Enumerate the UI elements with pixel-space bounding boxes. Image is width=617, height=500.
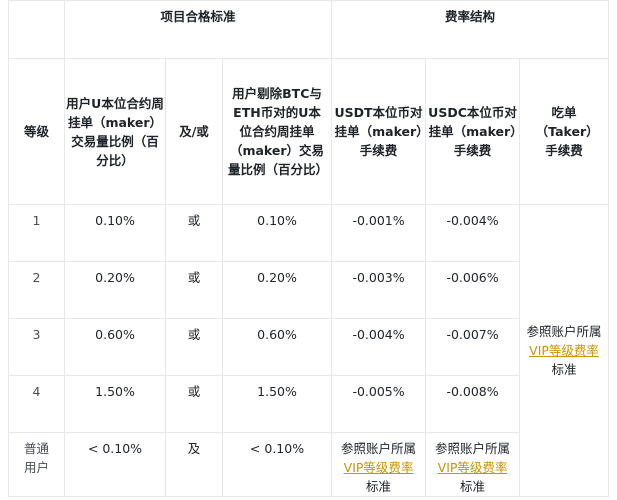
ref-suffix: 标准: [460, 479, 486, 494]
taker-ref-text: 参照账户所属 VIP等级费率标准: [525, 322, 603, 379]
header-usdt-maker: USDT本位币对挂单（maker）手续费: [331, 58, 427, 205]
level-cell: 2: [8, 261, 65, 319]
and-or-cell: 或: [165, 261, 223, 319]
table-row: 2 0.20% 或 0.20% -0.003% -0.006%: [8, 261, 609, 319]
header-level: 等级: [8, 58, 65, 205]
header-taker: 吃单（Taker）手续费: [519, 58, 610, 205]
level-regular-text: 普通用户: [23, 441, 49, 475]
table-row: 普通用户 < 0.10% 及 < 0.10% 参照账户所属VIP等级费率标准 参…: [8, 432, 609, 497]
header-usdc-text: USDC本位币对挂单（maker）手续费: [428, 105, 517, 158]
header-usdc-maker: USDC本位币对挂单（maker）手续费: [425, 58, 521, 205]
usdt-fee-cell: 参照账户所属 VIP等级费率标准: [331, 432, 427, 497]
u-ratio-ex-cell: 0.10%: [221, 204, 333, 262]
usdc-fee-cell: -0.008%: [425, 375, 521, 433]
ref-prefix: 参照账户所属: [341, 441, 417, 456]
header-u-ratio-text: 用户U本位合约周挂单（maker）交易量比例（百分比）: [66, 95, 164, 168]
usdc-fee-cell: -0.006%: [425, 261, 521, 319]
usdc-ref-text: 参照账户所属 VIP等级费率标准: [434, 439, 512, 496]
header-usdt-text: USDT本位币对挂单（maker）手续费: [334, 105, 423, 158]
header-u-ratio-ex-text: 用户剔除BTC与ETH币对的U本位合约周挂单（maker）交易量比例（百分比）: [228, 86, 329, 177]
u-ratio-cell: 0.60%: [64, 318, 166, 376]
usdt-fee-cell: -0.004%: [331, 318, 427, 376]
level-cell: 3: [8, 318, 65, 376]
u-ratio-cell: 0.10%: [64, 204, 166, 262]
u-ratio-cell: 0.20%: [64, 261, 166, 319]
level-cell: 普通用户: [8, 432, 65, 497]
ref-suffix: 标准: [551, 362, 577, 377]
table-row: 1 0.10% 或 0.10% -0.001% -0.004% 参照账户所属 VI…: [8, 204, 610, 497]
and-or-cell: 或: [165, 318, 223, 376]
group-header-fee-structure: 费率结构: [331, 0, 610, 59]
ref-prefix: 参照账户所属: [435, 441, 511, 456]
corner-cell: [8, 0, 65, 59]
usdt-fee-cell: -0.001%: [331, 204, 427, 262]
level-cell: 4: [8, 375, 65, 433]
ref-suffix: 标准: [366, 479, 392, 494]
table-row: 3 0.60% 或 0.60% -0.004% -0.007%: [8, 318, 609, 376]
ref-prefix: 参照账户所属: [526, 324, 602, 339]
u-ratio-ex-cell: 0.60%: [221, 318, 333, 376]
u-ratio-cell: < 0.10%: [64, 432, 166, 497]
taker-fee-cell: 参照账户所属 VIP等级费率标准: [519, 204, 610, 497]
usdc-fee-cell: 参照账户所属 VIP等级费率标准: [425, 432, 521, 497]
u-ratio-ex-cell: < 0.10%: [221, 432, 333, 497]
u-ratio-ex-cell: 0.20%: [221, 261, 333, 319]
header-taker-text: 吃单（Taker）手续费: [535, 105, 593, 158]
vip-fee-link[interactable]: VIP等级费率: [529, 343, 599, 358]
level-cell: 1: [8, 204, 65, 262]
header-and-or: 及/或: [165, 58, 223, 205]
column-header-row: 等级 用户U本位合约周挂单（maker）交易量比例（百分比） 及/或 用户剔除B…: [8, 58, 610, 205]
u-ratio-ex-cell: 1.50%: [221, 375, 333, 433]
usdt-fee-cell: -0.005%: [331, 375, 427, 433]
fee-table: 项目合格标准 费率结构 等级 用户U本位合约周挂单（maker）交易量比例（百分…: [8, 0, 610, 497]
and-or-cell: 或: [165, 375, 223, 433]
header-u-ratio: 用户U本位合约周挂单（maker）交易量比例（百分比）: [64, 58, 166, 205]
usdt-ref-text: 参照账户所属 VIP等级费率标准: [340, 439, 418, 496]
vip-fee-link[interactable]: VIP等级费率: [437, 460, 508, 475]
usdt-fee-cell: -0.003%: [331, 261, 427, 319]
and-or-cell: 或: [165, 204, 223, 262]
table-row: 4 1.50% 或 1.50% -0.005% -0.008%: [8, 375, 609, 433]
usdc-fee-cell: -0.004%: [425, 204, 521, 262]
and-or-cell: 及: [165, 432, 223, 497]
vip-fee-link[interactable]: VIP等级费率: [343, 460, 414, 475]
usdc-fee-cell: -0.007%: [425, 318, 521, 376]
group-header-row: 项目合格标准 费率结构: [8, 0, 610, 59]
u-ratio-cell: 1.50%: [64, 375, 166, 433]
header-u-ratio-ex-btc-eth: 用户剔除BTC与ETH币对的U本位合约周挂单（maker）交易量比例（百分比）: [221, 58, 333, 205]
group-header-qualification: 项目合格标准: [63, 0, 333, 59]
